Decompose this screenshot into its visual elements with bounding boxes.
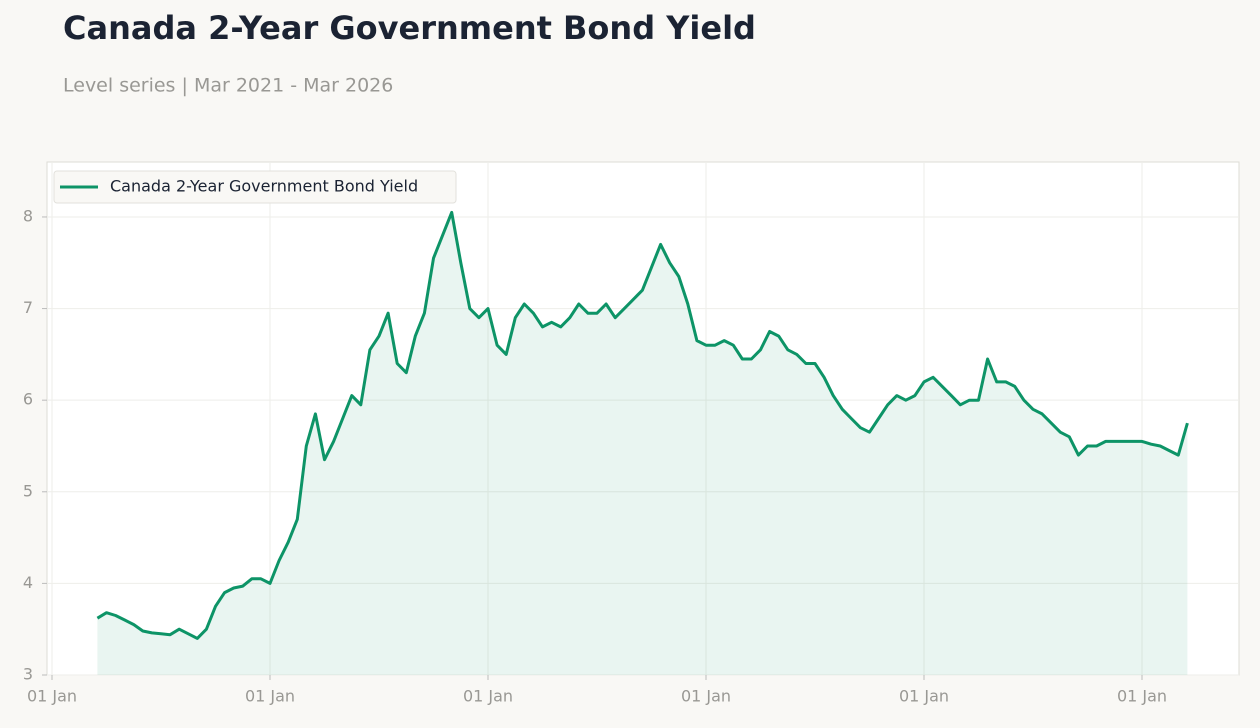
y-tick-label: 7 <box>23 298 33 317</box>
y-tick-label: 4 <box>23 573 33 592</box>
x-tick-label: 01 Jan <box>245 687 295 706</box>
x-tick-label: 01 Jan <box>899 687 949 706</box>
legend-box <box>53 170 457 204</box>
x-tick-label: 01 Jan <box>27 687 77 706</box>
x-tick-label: 01 Jan <box>463 687 513 706</box>
legend-label: Canada 2-Year Government Bond Yield <box>110 177 418 196</box>
chart-subtitle: Level series | Mar 2021 - Mar 2026 <box>63 75 393 97</box>
y-tick-label: 8 <box>23 206 33 225</box>
y-tick-label: 6 <box>23 390 33 409</box>
chart-title: Canada 2-Year Government Bond Yield <box>63 9 756 47</box>
line <box>96 210 1189 640</box>
y-tick-label: 3 <box>23 665 33 684</box>
plot-area <box>46 161 1240 676</box>
x-tick-label: 01 Jan <box>681 687 731 706</box>
area <box>97 212 1188 675</box>
x-tick-label: 01 Jan <box>1117 687 1167 706</box>
y-tick-label: 5 <box>23 481 33 500</box>
